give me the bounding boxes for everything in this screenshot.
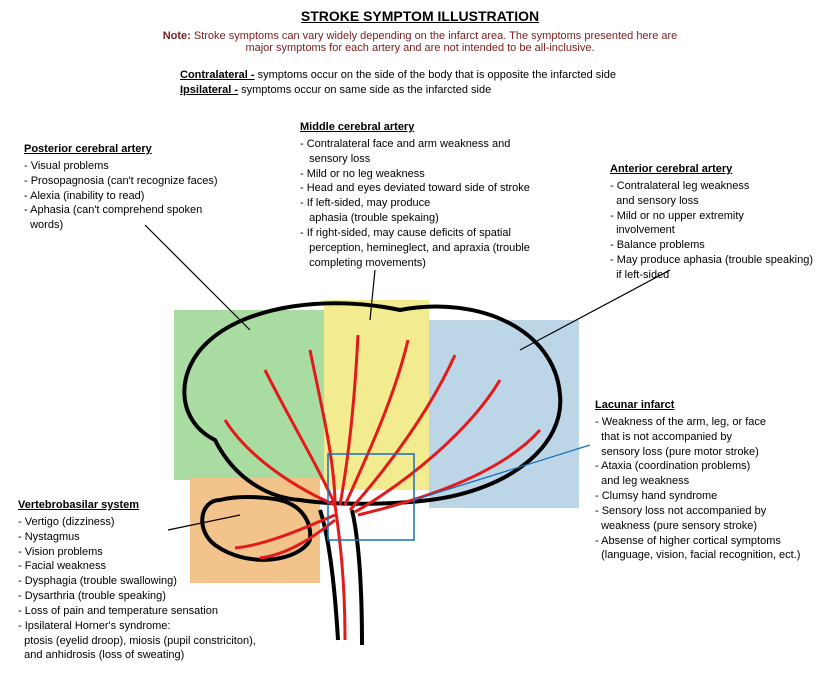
- term-contralateral: Contralateral -: [180, 69, 255, 81]
- def-contralateral-text: symptoms occur on the side of the body t…: [255, 69, 616, 81]
- list-item: weakness (pure sensory stroke): [595, 519, 830, 534]
- note-prefix: Note:: [163, 30, 191, 42]
- label-lacunar: Lacunar infarct - Weakness of the arm, l…: [595, 398, 830, 563]
- list-item: - Sensory loss not accompanied by: [595, 504, 830, 519]
- list-item: - Aphasia (can't comprehend spoken: [24, 203, 264, 218]
- list-item: - May produce aphasia (trouble speaking): [610, 253, 835, 268]
- label-middle: Middle cerebral artery - Contralateral f…: [300, 120, 575, 270]
- list-item: - Vision problems: [18, 545, 293, 560]
- list-item: sensory loss (pure motor stroke): [595, 445, 830, 460]
- list-item: - Weakness of the arm, leg, or face: [595, 415, 830, 430]
- list-item: - Clumsy hand syndrome: [595, 489, 830, 504]
- heading-anterior: Anterior cerebral artery: [610, 162, 835, 177]
- list-item: - Balance problems: [610, 238, 835, 253]
- items-anterior: - Contralateral leg weakness and sensory…: [610, 179, 835, 283]
- heading-vertebro: Vertebrobasilar system: [18, 498, 293, 513]
- list-item: - Vertigo (dizziness): [18, 515, 293, 530]
- region-anterior: [429, 320, 579, 508]
- list-item: involvement: [610, 223, 835, 238]
- list-item: (language, vision, facial recognition, e…: [595, 548, 830, 563]
- list-item: ptosis (eyelid droop), miosis (pupil con…: [18, 634, 293, 649]
- list-item: - Contralateral leg weakness: [610, 179, 835, 194]
- list-item: if left-sided: [610, 268, 835, 283]
- list-item: that is not accompanied by: [595, 430, 830, 445]
- list-item: - If right-sided, may cause deficits of …: [300, 226, 575, 241]
- note-body: Stroke symptoms can vary widely dependin…: [191, 30, 678, 54]
- items-lacunar: - Weakness of the arm, leg, or face that…: [595, 415, 830, 563]
- def-ipsilateral: Ipsilateral - symptoms occur on same sid…: [180, 83, 680, 98]
- term-ipsilateral: Ipsilateral -: [180, 84, 238, 96]
- label-posterior: Posterior cerebral artery - Visual probl…: [24, 142, 264, 233]
- items-middle: - Contralateral face and arm weakness an…: [300, 137, 575, 271]
- list-item: - Loss of pain and temperature sensation: [18, 604, 293, 619]
- note-text: Note: Stroke symptoms can vary widely de…: [150, 30, 690, 54]
- heading-middle: Middle cerebral artery: [300, 120, 575, 135]
- list-item: aphasia (trouble spekaing): [300, 211, 575, 226]
- list-item: - Ipsilateral Horner's syndrome:: [18, 619, 293, 634]
- region-posterior: [174, 310, 324, 480]
- list-item: - Dysarthria (trouble speaking): [18, 589, 293, 604]
- list-item: - Prosopagnosia (can't recognize faces): [24, 174, 264, 189]
- list-item: - Nystagmus: [18, 530, 293, 545]
- list-item: - Mild or no leg weakness: [300, 167, 575, 182]
- list-item: - Facial weakness: [18, 559, 293, 574]
- list-item: perception, hemineglect, and apraxia (tr…: [300, 241, 575, 256]
- heading-lacunar: Lacunar infarct: [595, 398, 830, 413]
- list-item: - Head and eyes deviated toward side of …: [300, 181, 575, 196]
- list-item: words): [24, 218, 264, 233]
- region-middle: [324, 300, 429, 490]
- items-vertebro: - Vertigo (dizziness)- Nystagmus- Vision…: [18, 515, 293, 663]
- list-item: and leg weakness: [595, 474, 830, 489]
- list-item: - Mild or no upper extremity: [610, 209, 835, 224]
- list-item: - Contralateral face and arm weakness an…: [300, 137, 575, 152]
- list-item: - Dysphagia (trouble swallowing): [18, 574, 293, 589]
- list-item: and sensory loss: [610, 194, 835, 209]
- list-item: sensory loss: [300, 152, 575, 167]
- heading-posterior: Posterior cerebral artery: [24, 142, 264, 157]
- list-item: - Alexia (inability to read): [24, 189, 264, 204]
- label-vertebro: Vertebrobasilar system - Vertigo (dizzin…: [18, 498, 293, 663]
- list-item: - If left-sided, may produce: [300, 196, 575, 211]
- list-item: - Visual problems: [24, 159, 264, 174]
- brainstem-outline: [320, 510, 362, 645]
- page-title: STROKE SYMPTOM ILLUSTRATION: [0, 8, 840, 24]
- items-posterior: - Visual problems- Prosopagnosia (can't …: [24, 159, 264, 233]
- label-anterior: Anterior cerebral artery - Contralateral…: [610, 162, 835, 283]
- def-ipsilateral-text: symptoms occur on same side as the infar…: [238, 84, 491, 96]
- definitions: Contralateral - symptoms occur on the si…: [180, 68, 680, 99]
- def-contralateral: Contralateral - symptoms occur on the si…: [180, 68, 680, 83]
- diagram-canvas: STROKE SYMPTOM ILLUSTRATION Note: Stroke…: [0, 0, 840, 677]
- list-item: and anhidrosis (loss of sweating): [18, 648, 293, 663]
- list-item: - Absense of higher cortical symptoms: [595, 534, 830, 549]
- list-item: - Ataxia (coordination problems): [595, 459, 830, 474]
- list-item: completing movements): [300, 256, 575, 271]
